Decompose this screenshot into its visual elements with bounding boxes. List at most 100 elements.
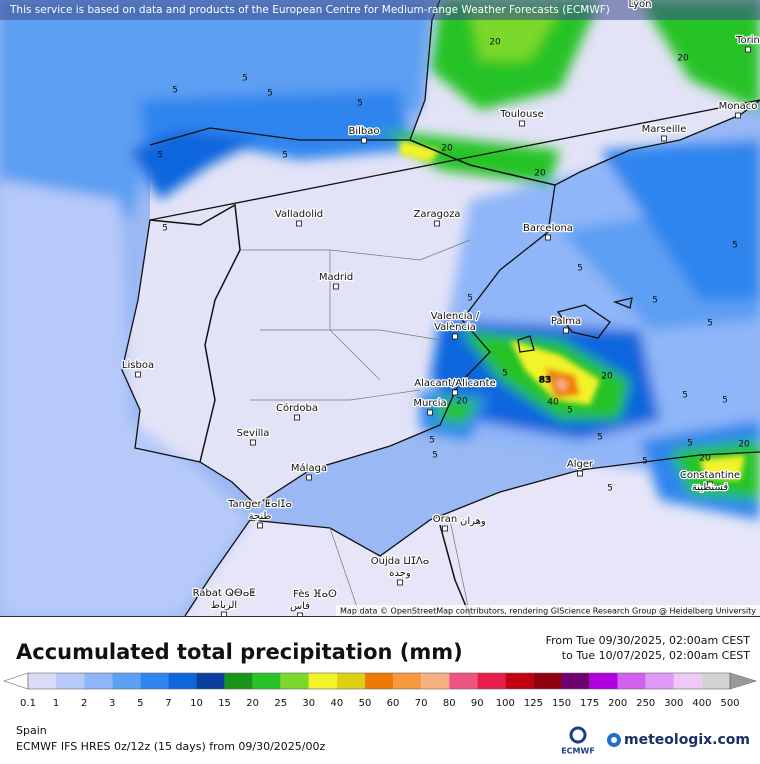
legend-tick-label: 250 — [636, 698, 655, 709]
legend-swatch — [280, 673, 309, 689]
legend-tick-label: 50 — [359, 698, 372, 709]
legend-tick-label: 20 — [246, 698, 259, 709]
legend-swatch — [168, 673, 197, 689]
legend-swatch — [224, 673, 253, 689]
city-labels: Lyon Torin Toulouse Marseille Monaco Bilbao Va… — [121, 0, 760, 616]
city-marker — [563, 327, 569, 334]
legend-tick-label: 90 — [471, 698, 484, 709]
city-marker — [333, 283, 339, 290]
legend-swatch — [112, 673, 141, 689]
city-marker — [707, 481, 713, 488]
contour-label: 20 — [441, 144, 453, 154]
contour-label: 5 — [242, 74, 248, 84]
city-marker — [442, 525, 448, 532]
legend-swatch — [673, 673, 702, 689]
ecmwf-logo: ECMWF — [561, 726, 595, 756]
city-label: Rabat ⵕⴱⴰⵟ — [193, 588, 256, 599]
contour-label: 5 — [732, 241, 738, 251]
attribution: Map data © OpenStreetMap contributors, r… — [340, 607, 756, 616]
legend-swatch — [364, 673, 394, 689]
contour-label: 5 — [357, 99, 363, 109]
contour-label: 5 — [577, 264, 583, 274]
notice: This service is based on data and produc… — [9, 4, 610, 16]
contour-label: 20 — [601, 372, 613, 382]
city-label: وهران — [460, 516, 486, 527]
city-marker — [297, 612, 303, 616]
ecmwf-label: ECMWF — [561, 747, 595, 756]
city-label: Madrid — [319, 272, 353, 283]
legend-tick-label: 25 — [274, 698, 287, 709]
city-label: Alger — [567, 459, 594, 470]
legend-arrow-high — [729, 672, 758, 690]
legend-tick-label: 125 — [524, 698, 543, 709]
legend-swatch — [140, 673, 169, 689]
legend-swatch — [449, 673, 478, 689]
city-marker — [221, 611, 227, 616]
legend-title: Accumulated total precipitation (mm) — [16, 640, 463, 664]
legend-arrow-low — [3, 672, 29, 690]
legend-tick-label: 3 — [109, 698, 115, 709]
city-marker — [296, 220, 302, 227]
contour-label: 20 — [738, 440, 750, 450]
legend-tick-label: 80 — [443, 698, 456, 709]
legend-tick-label: 175 — [580, 698, 599, 709]
precipitation — [0, 0, 760, 616]
legend-tick-label: 1 — [53, 698, 59, 709]
contour-label: 5 — [467, 294, 473, 304]
contour-label: 5 — [652, 296, 658, 306]
contour-label: 5 — [687, 439, 693, 449]
legend-tick-label: 0.1 — [20, 698, 36, 709]
city-label: Constantine — [680, 470, 740, 481]
legend-tick-label: 40 — [331, 698, 344, 709]
legend-swatch — [336, 673, 365, 689]
contour-label: 5 — [267, 89, 273, 99]
city-marker — [257, 522, 263, 529]
contour-label: 5 — [282, 151, 288, 161]
legend-swatch — [645, 673, 674, 689]
city-label: València — [434, 321, 476, 333]
legend-swatch — [561, 673, 590, 689]
city-marker — [427, 409, 433, 416]
city-marker — [735, 112, 741, 119]
city-label: وجدة — [389, 568, 411, 579]
contour-label: 5 — [722, 396, 728, 406]
city-label: Zaragoza — [413, 209, 460, 220]
legend-swatch — [421, 673, 450, 689]
legend-tick-label: 60 — [387, 698, 400, 709]
contour-label: 5 — [597, 433, 603, 443]
city-marker — [434, 220, 440, 227]
contour-label: 5 — [607, 484, 613, 494]
legend-tick-label: 7 — [165, 698, 171, 709]
city-label: Málaga — [291, 462, 327, 474]
city-marker — [745, 46, 751, 53]
contour-label: 5 — [642, 457, 648, 467]
contour-label: 5 — [707, 319, 713, 329]
legend-swatch — [533, 673, 562, 689]
legend-tick-label: 30 — [302, 698, 315, 709]
map: This service is based on data and produc… — [0, 0, 760, 616]
contour-label: 20 — [699, 454, 711, 464]
contour-label: 5 — [157, 151, 163, 161]
legend-swatch — [84, 673, 113, 689]
legend-tick-label: 10 — [190, 698, 203, 709]
legend-swatch — [505, 673, 534, 689]
legend-tick-label: 2 — [81, 698, 87, 709]
legend-tick-label: 400 — [692, 698, 711, 709]
city-marker — [452, 333, 458, 340]
city-label: Toulouse — [499, 109, 543, 120]
legend-swatch — [589, 673, 618, 689]
city-label: Marseille — [642, 124, 687, 135]
period-to: to Tue 10/07/2025, 02:00am CEST — [562, 649, 750, 662]
period-from: From Tue 09/30/2025, 02:00am CEST — [546, 634, 751, 647]
legend-swatch — [56, 673, 85, 689]
model-info: ECMWF IFS HRES 0z/12z (15 days) from 09/… — [16, 740, 326, 753]
city-marker — [361, 137, 367, 144]
contour-label: 5 — [162, 224, 168, 234]
attribution-bar — [336, 605, 760, 616]
city-marker — [519, 120, 525, 127]
city-marker — [661, 135, 667, 142]
contour-label: 40 — [547, 398, 559, 408]
city-label: Oujda ⵡⵊⴷⴰ — [371, 556, 430, 567]
contour-label: 20 — [534, 169, 546, 179]
